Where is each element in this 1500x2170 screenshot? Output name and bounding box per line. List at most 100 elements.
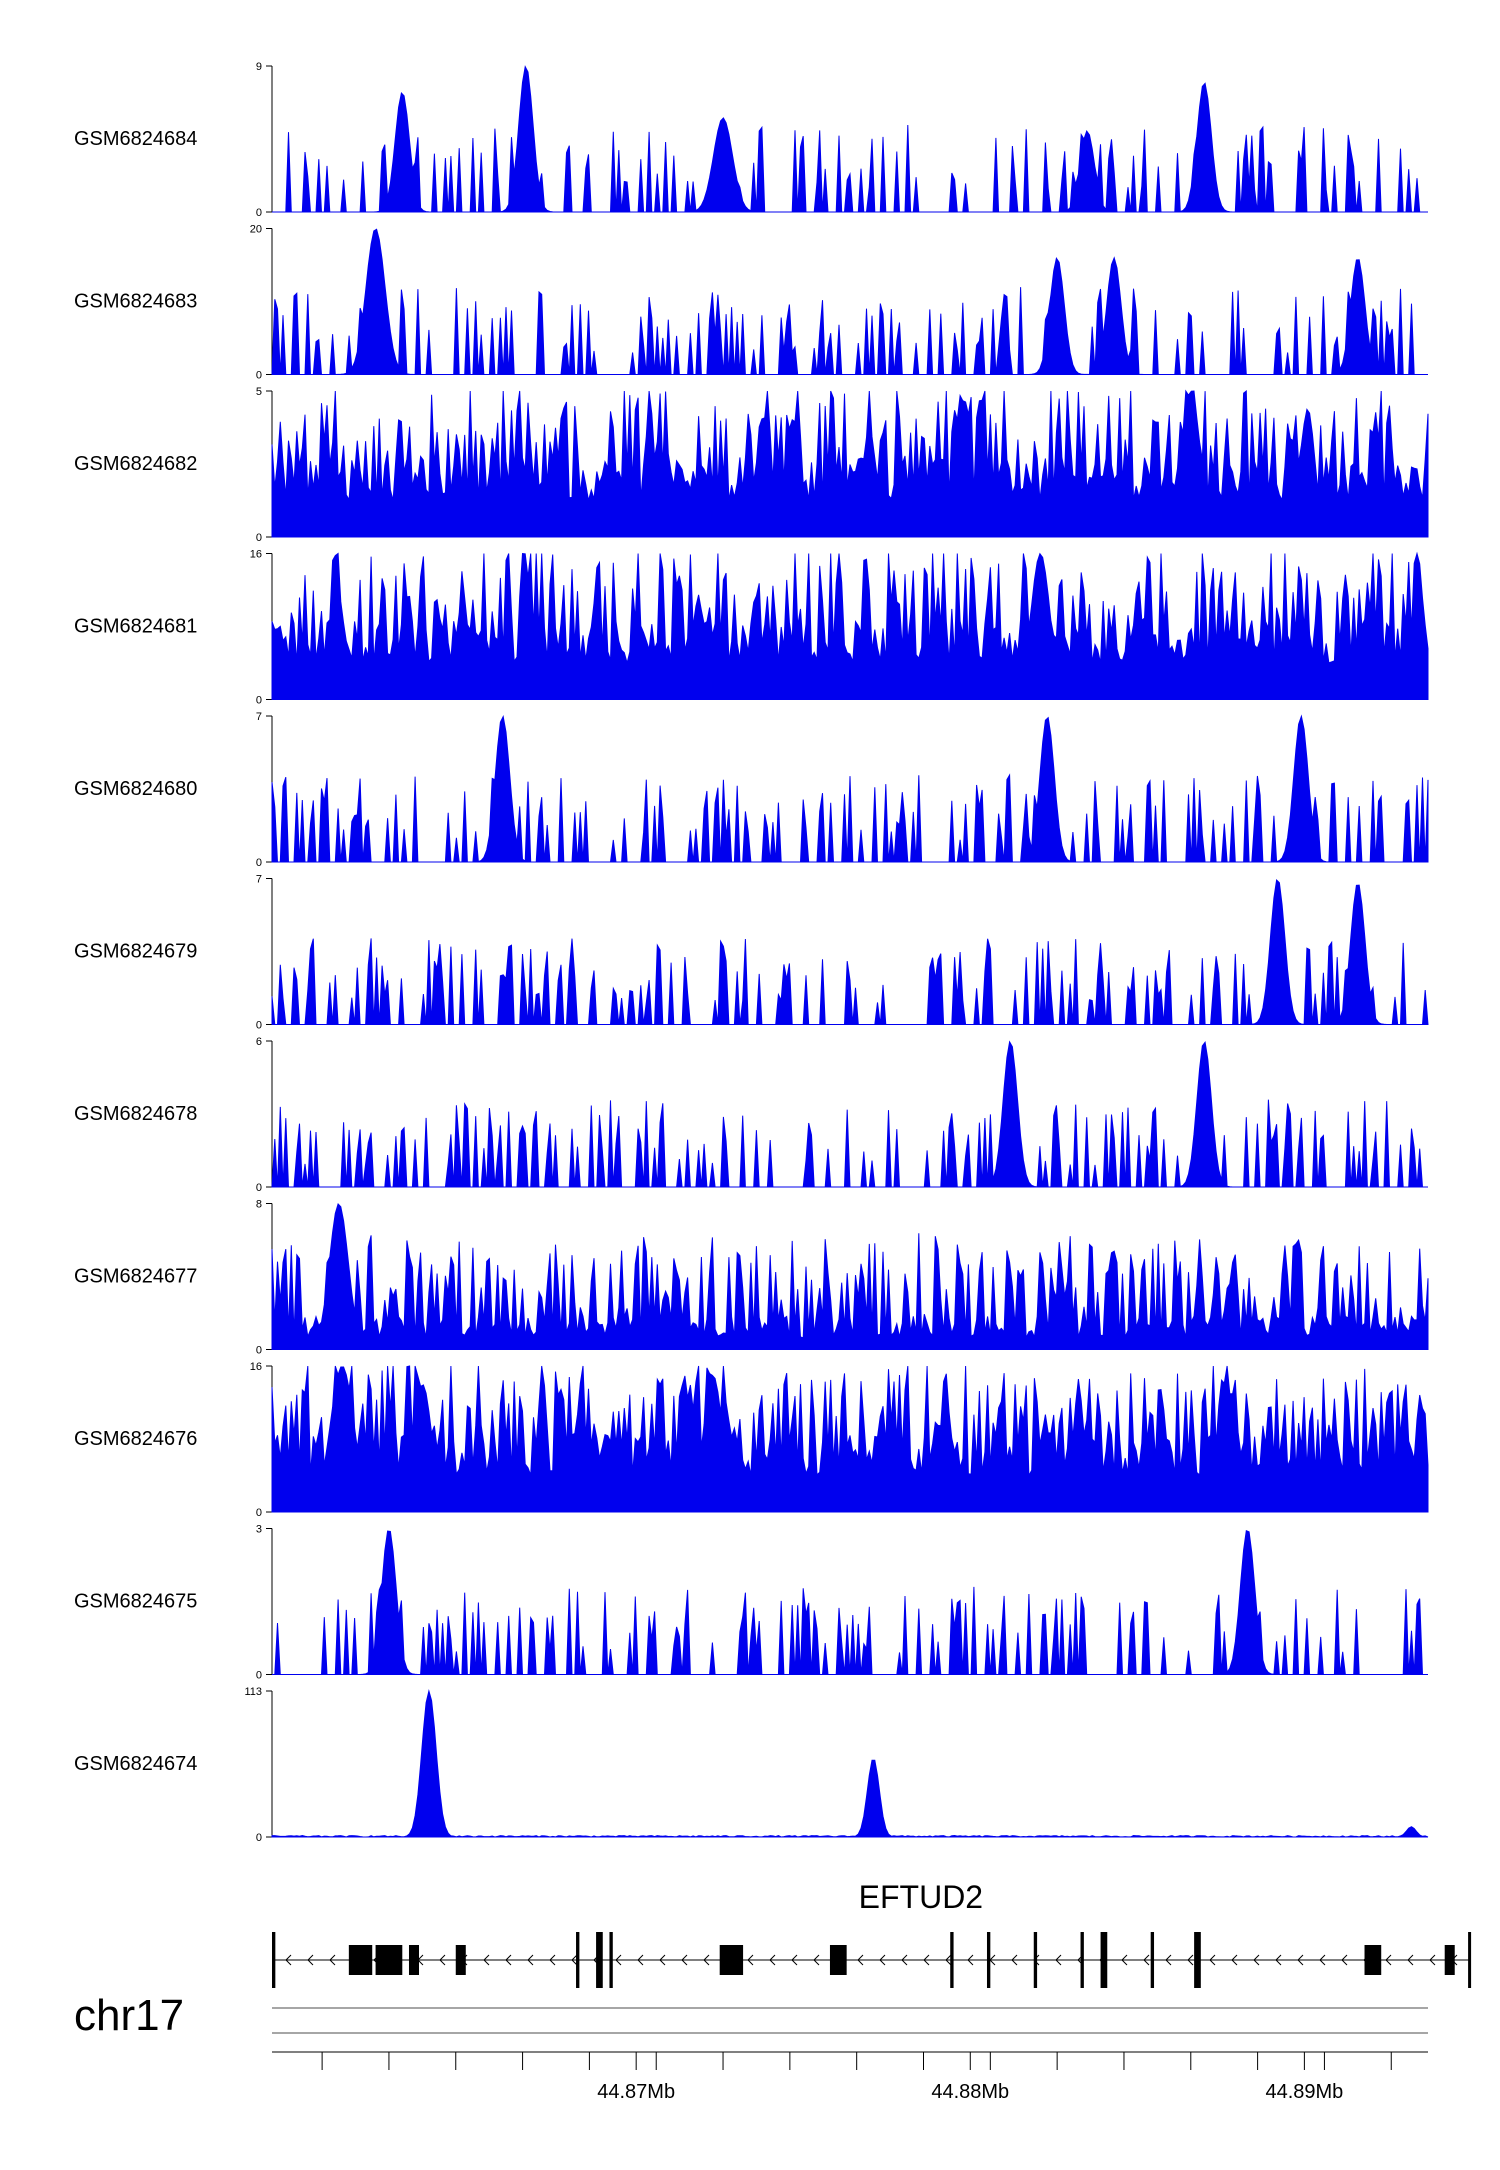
track-label: GSM6824682 xyxy=(74,453,197,475)
track-label: GSM6824684 xyxy=(74,128,197,150)
exon xyxy=(348,1945,373,1975)
strand-arrow xyxy=(1055,1954,1062,1966)
signal-area xyxy=(272,65,1428,213)
strand-arrow xyxy=(945,1954,952,1966)
y-max-label: 7 xyxy=(256,711,262,723)
x-tick-label: 44.88Mb xyxy=(931,2081,1009,2103)
strand-arrow xyxy=(329,1954,336,1966)
strand-arrow xyxy=(901,1954,908,1966)
exon xyxy=(1033,1932,1038,1988)
y-min-label: 0 xyxy=(256,1345,262,1357)
strand-arrow xyxy=(1165,1954,1172,1966)
signal-area xyxy=(271,228,1428,376)
track-GSM6824683: GSM6824683 20 0 xyxy=(74,224,1428,382)
track-label: GSM6824674 xyxy=(74,1753,197,1775)
signal-area xyxy=(272,1530,1428,1675)
signal-area xyxy=(271,389,1429,538)
y-min-label: 0 xyxy=(256,1670,262,1682)
strand-arrow xyxy=(1429,1954,1436,1966)
y-min-label: 0 xyxy=(256,1832,262,1844)
track-GSM6824682: GSM6824682 5 0 xyxy=(74,386,1429,544)
track-label: GSM6824677 xyxy=(74,1266,197,1288)
strand-arrow xyxy=(571,1954,578,1966)
strand-arrow xyxy=(1275,1954,1282,1966)
exon xyxy=(408,1945,420,1975)
strand-arrow xyxy=(1209,1954,1216,1966)
strand-arrow xyxy=(1341,1954,1348,1966)
exon xyxy=(1194,1932,1201,1988)
exon xyxy=(576,1932,580,1988)
signal-area xyxy=(271,1203,1429,1350)
exon xyxy=(1468,1932,1472,1988)
track-GSM6824674: GSM6824674 113 0 xyxy=(74,1686,1429,1844)
exon xyxy=(1100,1932,1108,1988)
strand-arrow xyxy=(637,1954,644,1966)
strand-arrow xyxy=(703,1954,710,1966)
y-max-label: 6 xyxy=(256,1036,262,1048)
signal-area xyxy=(271,714,1429,863)
exon xyxy=(1364,1945,1382,1975)
y-min-label: 0 xyxy=(256,370,262,382)
strand-arrow xyxy=(1407,1954,1414,1966)
exon xyxy=(375,1945,403,1975)
track-label: GSM6824678 xyxy=(74,1103,197,1125)
chromosome-label: chr17 xyxy=(74,1991,184,2040)
exon xyxy=(596,1932,603,1988)
y-min-label: 0 xyxy=(256,532,262,544)
track-label: GSM6824683 xyxy=(74,291,197,313)
strand-arrow xyxy=(1319,1954,1326,1966)
track-GSM6824677: GSM6824677 8 0 xyxy=(74,1199,1429,1357)
strand-arrow xyxy=(527,1954,534,1966)
strand-arrow xyxy=(747,1954,754,1966)
track-GSM6824679: GSM6824679 7 0 xyxy=(74,874,1429,1032)
y-max-label: 20 xyxy=(250,224,262,236)
track-GSM6824678: GSM6824678 6 0 xyxy=(74,1036,1428,1194)
signal-area xyxy=(271,878,1429,1025)
y-max-label: 113 xyxy=(244,1686,262,1698)
y-min-label: 0 xyxy=(256,1182,262,1194)
x-tick-label: 44.89Mb xyxy=(1265,2081,1343,2103)
y-max-label: 16 xyxy=(250,549,262,561)
track-GSM6824676: GSM6824676 16 0 xyxy=(74,1361,1429,1519)
strand-arrow xyxy=(659,1954,666,1966)
strand-arrow xyxy=(813,1954,820,1966)
track-GSM6824675: GSM6824675 3 0 xyxy=(74,1524,1428,1682)
signal-area xyxy=(271,1040,1428,1188)
gene-model xyxy=(272,1932,1472,1988)
signal-area xyxy=(271,551,1429,700)
y-min-label: 0 xyxy=(256,1507,262,1519)
strand-arrow xyxy=(769,1954,776,1966)
track-label: GSM6824681 xyxy=(74,616,197,638)
strand-arrow xyxy=(1187,1954,1194,1966)
data-tracks: GSM682468490GSM6824683200GSM682468250GSM… xyxy=(74,61,1429,1844)
strand-arrow xyxy=(615,1954,622,1966)
x-tick-label: 44.87Mb xyxy=(597,2081,675,2103)
strand-arrow xyxy=(505,1954,512,1966)
exon xyxy=(719,1945,744,1975)
y-max-label: 5 xyxy=(256,386,262,398)
strand-arrow xyxy=(791,1954,798,1966)
y-max-label: 8 xyxy=(256,1199,262,1211)
strand-arrow xyxy=(307,1954,314,1966)
y-min-label: 0 xyxy=(256,695,262,707)
exon xyxy=(829,1945,847,1975)
strand-arrow xyxy=(879,1954,886,1966)
track-GSM6824684: GSM6824684 9 0 xyxy=(74,61,1428,219)
strand-arrow xyxy=(1231,1954,1238,1966)
strand-arrow xyxy=(1143,1954,1150,1966)
track-label: GSM6824675 xyxy=(74,1591,197,1613)
strand-arrow xyxy=(923,1954,930,1966)
strand-arrow xyxy=(439,1954,446,1966)
y-min-label: 0 xyxy=(256,1020,262,1032)
exon xyxy=(1080,1932,1084,1988)
exon xyxy=(1444,1945,1455,1975)
strand-arrow xyxy=(1253,1954,1260,1966)
strand-arrow xyxy=(1011,1954,1018,1966)
exon xyxy=(950,1932,954,1988)
y-min-label: 0 xyxy=(256,857,262,869)
signal-area xyxy=(271,1365,1429,1513)
strand-arrow xyxy=(681,1954,688,1966)
track-GSM6824681: GSM6824681 16 0 xyxy=(74,549,1429,707)
gene-track: EFTUD2 xyxy=(272,1879,1472,1988)
